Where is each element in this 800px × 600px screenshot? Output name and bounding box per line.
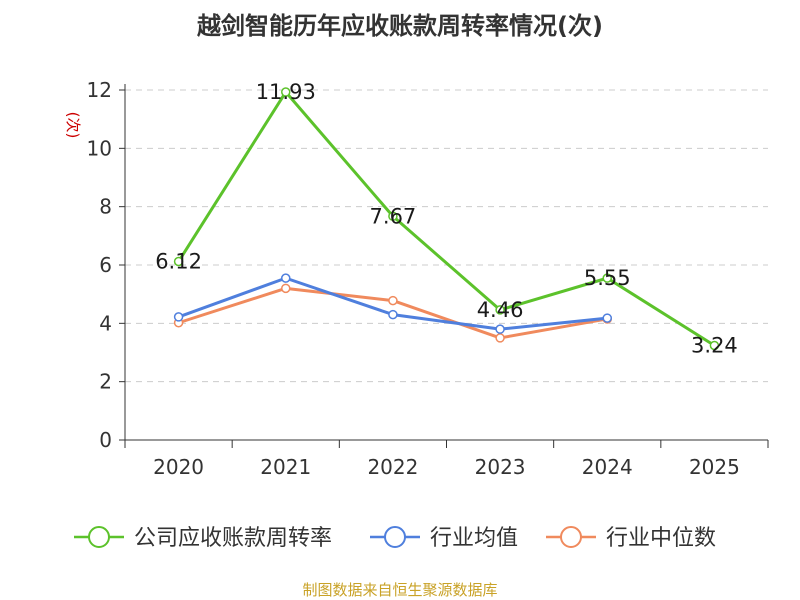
data-label-2021: 11.93 xyxy=(256,80,316,104)
data-label-2025: 3.24 xyxy=(691,334,738,358)
data-label-2024: 5.55 xyxy=(584,266,631,290)
y-tick-label-10: 10 xyxy=(87,136,112,160)
chart-title: 越剑智能历年应收账款周转率情况(次) xyxy=(197,12,603,40)
series-0-point-2025 xyxy=(709,340,720,351)
data-labels: 6.12 11.93 7.67 4.46 5.55 3.24 xyxy=(155,80,738,357)
series-1-point-2020 xyxy=(173,312,184,322)
y-tick-label-12: 12 xyxy=(87,78,112,102)
axes: 0 2 4 6 8 10 12 2020 2021 2022 2023 2024 2025 (次) xyxy=(64,78,769,479)
x-tick-label-2023: 2023 xyxy=(475,455,526,479)
data-label-2020: 6.12 xyxy=(155,250,202,274)
x-tick-label-2020: 2020 xyxy=(153,455,204,479)
grid-lines xyxy=(125,89,768,383)
legend-label-0: 公司应收账款周转率 xyxy=(134,526,332,551)
series-2-point-2021 xyxy=(281,283,291,294)
x-tick-label-2025: 2025 xyxy=(689,455,740,479)
series-1-point-2023 xyxy=(495,324,505,334)
legend-marker-0 xyxy=(88,526,110,548)
legend: 公司应收账款周转率 行业均值 行业中位数 xyxy=(74,526,716,551)
series-0-point-2020 xyxy=(173,256,184,267)
legend-label-1: 行业均值 xyxy=(430,526,518,551)
legend-marker-1 xyxy=(384,526,406,548)
data-label-2022: 7.67 xyxy=(370,204,417,228)
series-2-point-2023 xyxy=(495,333,505,343)
series-2-point-2022 xyxy=(388,295,398,306)
series-0-point-2024 xyxy=(602,273,612,283)
y-tick-label-8: 8 xyxy=(99,195,112,219)
y-tick-label-4: 4 xyxy=(99,311,112,335)
legend-label-2: 行业中位数 xyxy=(606,526,716,551)
series-lines xyxy=(173,87,720,351)
data-label-2023: 4.46 xyxy=(477,298,524,322)
legend-marker-2 xyxy=(560,526,582,548)
series-1-point-2024 xyxy=(602,313,612,323)
y-tick-label-2: 2 xyxy=(99,370,112,394)
y-tick-label-0: 0 xyxy=(99,428,112,452)
series-0-point-2023 xyxy=(495,305,505,315)
series-1-point-2021 xyxy=(281,273,291,283)
x-tick-label-2024: 2024 xyxy=(582,455,633,479)
y-tick-label-6: 6 xyxy=(99,253,112,277)
series-0-point-2021 xyxy=(281,87,291,97)
series-1-point-2022 xyxy=(388,309,398,320)
series-line-0 xyxy=(177,90,716,347)
source-note: 制图数据来自恒生聚源数据库 xyxy=(302,581,498,599)
x-tick-label-2022: 2022 xyxy=(367,455,418,479)
series-0-point-2022 xyxy=(388,211,398,222)
y-axis-label: (次) xyxy=(64,112,82,139)
x-tick-label-2021: 2021 xyxy=(260,455,311,479)
